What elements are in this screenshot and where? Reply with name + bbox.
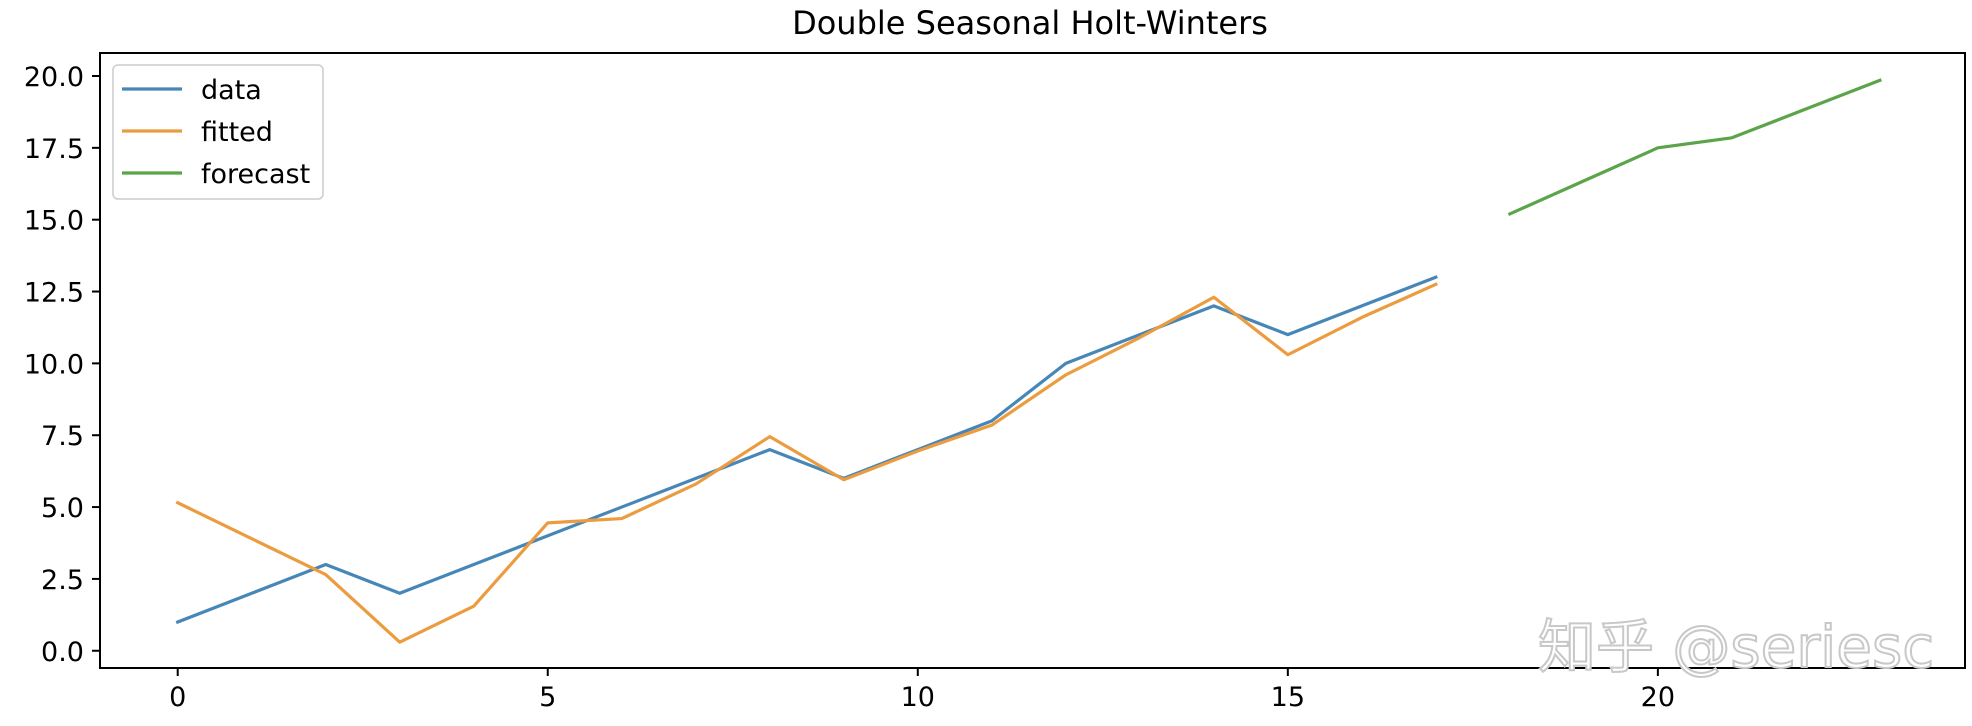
legend-label-data: data — [201, 75, 262, 106]
y-tick-label: 0.0 — [41, 637, 84, 668]
y-tick-label: 15.0 — [24, 206, 84, 237]
y-tick-label: 12.5 — [24, 278, 84, 309]
chart-title: Double Seasonal Holt-Winters — [792, 4, 1268, 42]
x-tick-label: 15 — [1271, 682, 1305, 713]
x-tick-label: 20 — [1641, 682, 1675, 713]
series-layer — [175, 78, 1882, 644]
y-tick-label: 17.5 — [24, 134, 84, 165]
watermark: 知乎 @seriesc — [1538, 613, 1934, 681]
y-axis: 0.0 2.5 5.0 7.5 10.0 12.5 15.0 17.5 20.0 — [24, 62, 100, 668]
y-tick-label: 10.0 — [24, 349, 84, 380]
legend-label-fitted: fitted — [201, 117, 273, 148]
legend: data fitted forecast — [112, 64, 324, 200]
y-tick-label: 2.5 — [41, 565, 84, 596]
x-axis: 0 5 10 15 20 — [169, 668, 1675, 713]
x-tick-label: 10 — [901, 682, 935, 713]
x-tick-label: 5 — [539, 682, 556, 713]
y-tick-label: 7.5 — [41, 421, 84, 452]
legend-label-forecast: forecast — [201, 159, 310, 190]
y-tick-label: 20.0 — [24, 62, 84, 93]
y-tick-label: 5.0 — [41, 493, 84, 524]
series-line-data — [175, 275, 1438, 625]
series-line-forecast — [1507, 78, 1882, 217]
legend-box — [112, 64, 324, 200]
series-line-fitted — [175, 282, 1438, 644]
x-tick-label: 0 — [169, 682, 186, 713]
plot-area-frame — [99, 52, 1966, 669]
